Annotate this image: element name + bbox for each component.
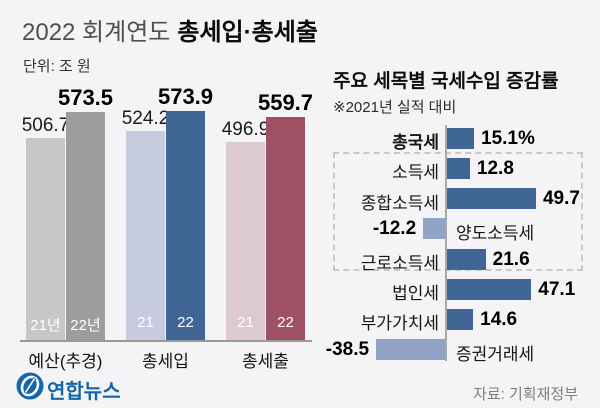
vbar-value-label: 573.5	[57, 84, 114, 110]
hbar-소득세	[447, 157, 470, 179]
hbar-법인세	[447, 278, 532, 300]
income-tax-group-outline	[333, 152, 583, 271]
page-title-prefix: 2022 회계연도	[22, 19, 171, 46]
hbar-총국세	[447, 127, 475, 149]
tax-value-label: 15.1%	[481, 127, 535, 149]
page-title-main: 총세입·총세출	[177, 19, 318, 46]
tax-label-증권거래세: 증권거래세	[456, 344, 535, 364]
year-label: 22	[177, 314, 194, 331]
year-label: 21	[237, 314, 254, 331]
page-title: 2022 회계연도 총세입·총세출	[22, 18, 318, 48]
tax-value-label: 12.8	[476, 157, 514, 179]
yonhap-logo-text: 연합뉴스	[47, 381, 121, 403]
year-label: 22년	[70, 317, 101, 334]
right-chart-title: 주요 세목별 국세수입 증감률	[333, 71, 559, 92]
vbar-21-예산(추경)	[26, 138, 65, 341]
vbar-21-총세입	[126, 131, 165, 341]
year-label: 22	[277, 314, 294, 331]
tax-label-종합소득세: 종합소득세	[360, 193, 439, 213]
hbar-근로소득세	[447, 248, 486, 270]
vbar-value-label: 506.7	[21, 115, 70, 137]
year-label: 21	[137, 314, 154, 331]
tax-value-label: -38.5	[325, 339, 370, 361]
tax-label-소득세: 소득세	[392, 163, 439, 183]
year-label: 21년	[30, 317, 61, 334]
category-label-예산(추경): 예산(추경)	[28, 352, 103, 371]
hbar-종합소득세	[447, 188, 536, 210]
right-chart-note: ※2021년 실적 대비	[333, 99, 457, 116]
vbar-value-label: 573.9	[157, 84, 214, 110]
tax-value-label: -12.2	[372, 218, 417, 240]
tax-label-양도소득세: 양도소득세	[456, 223, 535, 243]
tax-value-label: 49.7	[542, 188, 580, 210]
source-credit: 자료: 기획재정부	[473, 386, 578, 403]
vbar-value-label: 524.2	[121, 108, 170, 130]
tax-value-label: 14.6	[480, 308, 518, 330]
tax-value-label: 47.1	[538, 278, 576, 300]
hbar-증권거래세	[376, 339, 445, 361]
tax-label-근로소득세: 근로소득세	[360, 254, 439, 273]
vbar-22-예산(추경)	[66, 111, 105, 341]
vbar-value-label: 496.9	[221, 119, 270, 141]
hbar-양도소득세	[423, 218, 445, 240]
tax-label-법인세: 법인세	[392, 284, 439, 304]
vbar-21-총세출	[226, 142, 265, 341]
category-label-총세입: 총세입	[142, 352, 189, 371]
vbar-value-label: 559.7	[257, 90, 314, 116]
left-chart-baseline-axis	[20, 340, 312, 342]
yonhap-logo	[16, 372, 44, 400]
tax-label-총국세: 총국세	[392, 133, 439, 153]
category-label-총세출: 총세출	[242, 352, 289, 371]
hbar-부가가치세	[447, 308, 474, 330]
unit-label: 단위: 조 원	[23, 58, 91, 75]
yonhap-logo-icon	[16, 372, 44, 400]
tax-value-label: 21.6	[492, 248, 530, 270]
vbar-22-총세출	[266, 117, 305, 341]
vbar-22-총세입	[166, 111, 205, 341]
tax-label-부가가치세: 부가가치세	[360, 314, 439, 334]
right-chart-vertical-axis	[445, 125, 447, 361]
